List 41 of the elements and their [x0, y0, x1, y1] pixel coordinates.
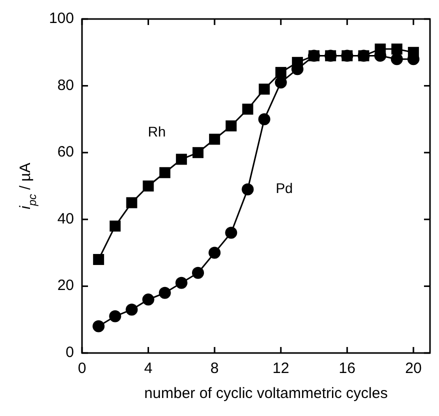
point: [175, 276, 188, 289]
y-tick-label: 60: [57, 144, 74, 161]
point: [242, 183, 254, 196]
x-tick-label: 12: [272, 360, 290, 377]
x-tick-label: 8: [210, 360, 219, 377]
y-tick-label: 0: [66, 344, 74, 361]
series-label: Pd: [276, 180, 293, 196]
point: [208, 246, 221, 259]
x-tick-label: 0: [78, 360, 86, 377]
point: [225, 226, 238, 239]
point: [109, 310, 122, 322]
x-axis-title: number of cyclic voltammetric cycles: [144, 385, 388, 402]
point: [391, 44, 402, 55]
point: [192, 147, 204, 158]
x-tick-label: 16: [338, 360, 356, 377]
y-tick-label: 40: [57, 210, 74, 228]
point: [192, 266, 204, 279]
point: [110, 220, 121, 232]
point: [92, 320, 105, 332]
point: [142, 294, 154, 306]
point: [274, 76, 287, 88]
series-label: Rh: [148, 123, 166, 140]
point: [159, 167, 170, 178]
point: [176, 154, 187, 165]
point: [126, 197, 138, 208]
point: [93, 254, 104, 265]
point: [242, 104, 254, 115]
point: [258, 84, 270, 95]
x-tick-label: 4: [144, 360, 152, 377]
point: [158, 286, 171, 299]
y-tick-label: 20: [57, 277, 74, 294]
y-tick-label: 100: [48, 10, 74, 27]
point: [226, 120, 237, 132]
y-tick-label: 80: [57, 76, 74, 94]
point: [126, 304, 138, 316]
point: [390, 53, 403, 66]
point: [142, 180, 154, 192]
x-tick-label: 20: [405, 360, 422, 377]
point: [275, 66, 286, 78]
point: [258, 113, 270, 126]
point: [209, 134, 220, 145]
